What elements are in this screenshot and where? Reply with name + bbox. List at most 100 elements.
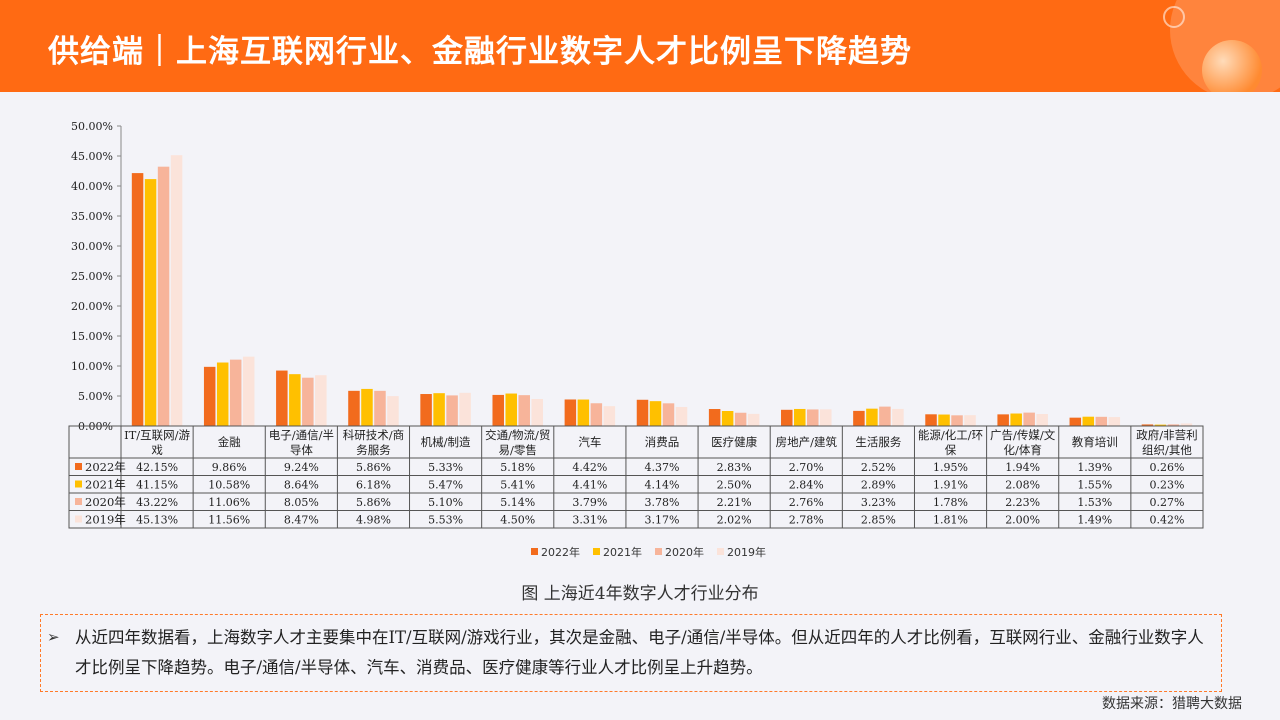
data-label: 4.50% [500, 514, 535, 527]
data-label: 1.53% [1077, 496, 1112, 509]
decor-ring [1163, 6, 1185, 28]
data-label: 1.55% [1077, 479, 1112, 492]
data-label: 3.78% [645, 496, 680, 509]
category-label: 科研技术/商 [343, 428, 404, 442]
bar [807, 409, 819, 426]
data-label: 2.23% [1005, 496, 1040, 509]
legend-label: 2022年 [541, 545, 580, 559]
legend-label: 2021年 [603, 545, 642, 559]
bar [1095, 416, 1108, 426]
bar [649, 401, 662, 426]
data-label: 2.85% [861, 514, 896, 527]
data-label: 8.64% [284, 479, 319, 492]
bar [590, 403, 603, 426]
bar [951, 415, 963, 426]
data-label: 9.24% [284, 461, 319, 474]
data-label: 42.15% [136, 461, 178, 474]
bar [433, 393, 445, 426]
data-label: 8.47% [284, 514, 319, 527]
bar [577, 399, 590, 426]
data-label: 5.86% [356, 461, 391, 474]
data-label: 2.78% [789, 514, 824, 527]
data-label: 3.17% [645, 514, 680, 527]
data-label: 1.78% [933, 496, 968, 509]
data-label: 0.26% [1149, 461, 1184, 474]
bar [964, 415, 976, 426]
data-label: 2.70% [789, 461, 824, 474]
bar [1010, 413, 1022, 426]
data-label: 1.81% [933, 514, 968, 527]
data-label: 3.79% [572, 496, 607, 509]
bar [315, 375, 327, 426]
y-tick-label: 40.00% [71, 180, 113, 193]
category-label: 医疗健康 [711, 435, 757, 449]
data-label: 2.08% [1005, 479, 1040, 492]
data-source: 数据来源：猎聘大数据 [1102, 696, 1242, 712]
bar [348, 390, 360, 426]
bar [636, 399, 649, 426]
data-label: 2.84% [789, 479, 824, 492]
category-label: 消费品 [645, 435, 680, 449]
bar [446, 395, 458, 426]
bar [229, 359, 242, 426]
bar [1154, 424, 1167, 426]
data-label: 5.14% [500, 496, 535, 509]
bar [708, 409, 721, 426]
bar [1141, 424, 1154, 426]
y-tick-label: 5.00% [78, 390, 113, 403]
data-label: 6.18% [356, 479, 391, 492]
bar [420, 394, 432, 426]
insight-box: ➢ 从近四年数据看，上海数字人才主要集中在IT/互联网/游戏行业，其次是金融、电… [40, 614, 1222, 692]
bar [603, 406, 616, 426]
bar [242, 356, 255, 426]
data-label: 11.06% [208, 496, 250, 509]
data-label: 0.27% [1149, 496, 1184, 509]
category-label: 金融 [218, 435, 241, 449]
data-label: 3.31% [572, 514, 607, 527]
bar [1036, 414, 1048, 426]
data-label: 1.91% [933, 479, 968, 492]
bar-chart-with-table: 0.00%5.00%10.00%15.00%20.00%25.00%30.00%… [68, 120, 1204, 559]
category-label: 务服务 [356, 443, 391, 457]
data-label: 10.58% [208, 479, 250, 492]
y-tick-label: 30.00% [71, 240, 113, 253]
data-label: 43.22% [136, 496, 178, 509]
data-label: 4.42% [572, 461, 607, 474]
bar [794, 408, 806, 426]
data-label: 0.42% [1149, 514, 1184, 527]
bar [518, 395, 530, 426]
y-tick-label: 35.00% [71, 210, 113, 223]
bar [1082, 416, 1095, 426]
category-label: 戏 [151, 443, 163, 457]
data-label: 2.50% [717, 479, 752, 492]
category-label: 机械/制造 [421, 435, 471, 449]
category-label: 导体 [290, 443, 313, 457]
data-label: 2.02% [717, 514, 752, 527]
header-banner: 供给端｜上海互联网行业、金融行业数字人才比例呈下降趋势 [0, 0, 1280, 92]
bar [997, 414, 1009, 426]
category-label: 交通/物流/贸 [485, 428, 550, 442]
bar [1108, 417, 1121, 426]
y-tick-label: 10.00% [71, 360, 113, 373]
bar [531, 399, 543, 426]
bar [203, 366, 216, 426]
bar [216, 362, 229, 426]
data-label: 1.95% [933, 461, 968, 474]
legend-label: 2020年 [665, 545, 704, 559]
legend-label: 2019年 [727, 545, 766, 559]
bullet-arrow-icon: ➢ [47, 628, 60, 646]
bar [721, 411, 734, 426]
row-legend-key [75, 463, 82, 470]
data-label: 5.53% [428, 514, 463, 527]
category-label: 生活服务 [855, 435, 901, 449]
decor-orb [1202, 40, 1262, 92]
bar [387, 396, 399, 426]
category-label: 能源/化工/环 [918, 428, 983, 442]
bar [1180, 423, 1193, 426]
bar [747, 413, 760, 426]
category-label: 政府/非营利 [1136, 428, 1197, 442]
bar [734, 412, 747, 426]
data-label: 2.21% [717, 496, 752, 509]
data-label: 2.89% [861, 479, 896, 492]
bar [662, 403, 675, 426]
